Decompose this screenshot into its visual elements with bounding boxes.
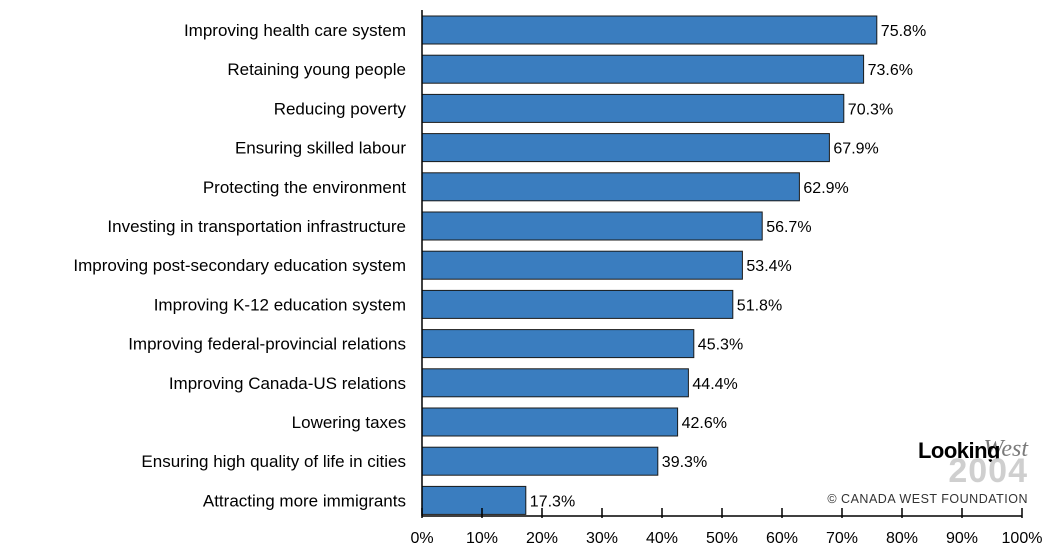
bar [421,172,800,202]
value-label: 62.9% [803,180,848,197]
category-label: Ensuring skilled labour [235,139,406,158]
bars-group [421,15,878,515]
category-label: Protecting the environment [203,178,406,197]
category-label: Improving K-12 education system [154,295,406,314]
category-label: Lowering taxes [292,413,406,432]
category-label: Improving Canada-US relations [169,374,406,393]
bar [421,485,527,515]
bar [421,133,830,163]
category-label: Investing in transportation infrastructu… [107,217,406,236]
category-label: Retaining young people [227,60,406,79]
value-label: 39.3% [662,454,707,471]
logo-west-text: West [983,436,1028,462]
logo-year-text: 2004 [948,452,1028,490]
bar [421,407,679,437]
logo-looking-text: Looking [917,438,1001,463]
category-labels: Improving health care system Retaining yo… [73,21,406,510]
category-label: Improving federal-provincial relations [128,335,406,354]
x-tick-label: 60% [766,530,798,547]
category-label: Ensuring high quality of life in cities [141,452,406,471]
bar [421,250,743,280]
category-label: Improving health care system [184,21,406,40]
value-label: 44.4% [692,376,737,393]
bar [421,211,763,241]
bar [421,446,659,476]
value-label: 53.4% [746,258,791,275]
value-label: 73.6% [868,62,913,79]
x-tick-label: 30% [586,530,618,547]
category-label: Reducing poverty [274,99,407,118]
bar [421,54,865,84]
x-tick-label: 20% [526,530,558,547]
value-label: 56.7% [766,219,811,236]
value-label: 17.3% [530,493,575,510]
x-tick-label: 40% [646,530,678,547]
bar [421,368,689,398]
value-label: 75.8% [881,23,926,40]
bar [421,329,695,359]
x-tick-label: 100% [1002,530,1043,547]
x-tick-label: 90% [946,530,978,547]
x-ticks: 0% 10% 20% 30% 40% 50% 60% 70% 80% 90% 100% [410,508,1042,547]
category-label: Improving post-secondary education syste… [73,256,406,275]
x-tick-label: 70% [826,530,858,547]
bar [421,15,878,45]
copyright-text: © CANADA WEST FOUNDATION [827,492,1028,506]
x-tick-label: 0% [410,530,433,547]
looking-west-logo: West Looking 2004 © CANADA WEST FOUNDATI… [808,436,1028,516]
x-tick-label: 80% [886,530,918,547]
value-label: 45.3% [698,337,743,354]
category-label: Attracting more immigrants [203,491,406,510]
bar [421,93,845,123]
value-label: 42.6% [682,415,727,432]
x-tick-label: 10% [466,530,498,547]
x-tick-label: 50% [706,530,738,547]
value-label: 67.9% [833,141,878,158]
value-label: 70.3% [848,101,893,118]
value-label: 51.8% [737,297,782,314]
bar [421,289,734,319]
value-labels: 75.8% 73.6% 70.3% 67.9% 62.9% 56.7% 53.4% 51.8%… [530,23,926,510]
